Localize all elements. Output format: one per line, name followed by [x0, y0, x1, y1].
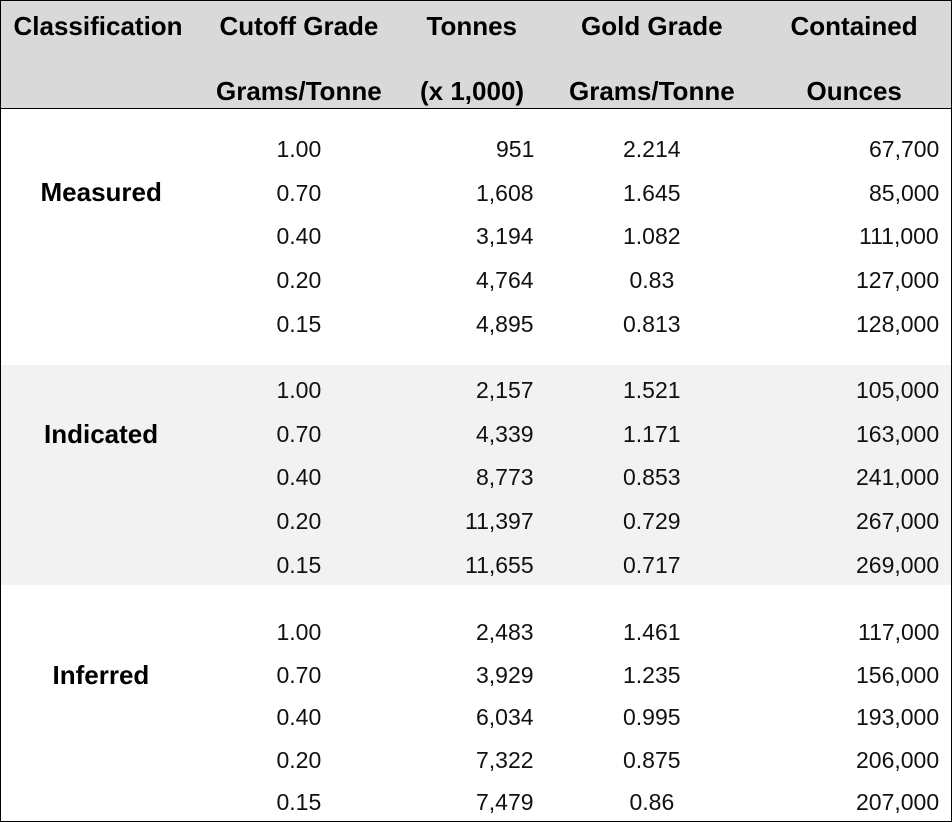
cutoff-grade: 0.70 [276, 420, 322, 447]
contained-ounces: 156,000 [856, 661, 940, 688]
gold-grade: 2.214 [623, 136, 681, 162]
gold-grade: 0.86 [629, 789, 675, 815]
contained-ounces: 241,000 [856, 464, 940, 491]
cutoff-grade: 0.40 [276, 704, 322, 730]
gold-grade: 0.729 [623, 508, 681, 535]
cutoff-grade: 0.70 [276, 661, 322, 688]
tonnes: 4,895 [476, 310, 534, 337]
group-band [1, 585, 951, 821]
header-label: Classification [13, 11, 183, 41]
header-subtitle: (x 1,000) [420, 76, 525, 106]
tonnes: 7,322 [476, 746, 534, 773]
gold-grade: 0.875 [623, 746, 681, 773]
contained-ounces: 128,000 [856, 310, 940, 337]
cutoff-grade: 1.00 [276, 377, 322, 403]
gold-grade: 1.461 [623, 619, 681, 645]
cutoff-grade: 0.20 [276, 508, 322, 535]
tonnes: 6,034 [476, 704, 534, 730]
cutoff-grade: 0.15 [276, 789, 322, 815]
gold-grade: 1.082 [623, 223, 681, 250]
header-label: Tonnes [426, 11, 518, 41]
gold-grade: 0.995 [623, 704, 681, 730]
tonnes: 1,608 [476, 179, 534, 206]
classification: Inferred [52, 660, 150, 690]
gold-grade: 0.853 [623, 464, 681, 491]
header-label: Contained [790, 11, 918, 41]
classification: Measured [40, 177, 162, 207]
gold-grade: 1.645 [623, 179, 681, 206]
header-label: Cutoff Grade [219, 11, 379, 41]
contained-ounces: 127,000 [856, 267, 940, 294]
cutoff-grade: 0.40 [276, 464, 322, 491]
cutoff-grade: 0.20 [276, 267, 322, 294]
contained-ounces: 267,000 [856, 508, 940, 535]
tonnes: 2,157 [476, 377, 534, 403]
cutoff-grade: 0.15 [276, 551, 322, 578]
contained-ounces: 269,000 [856, 551, 940, 578]
contained-ounces: 111,000 [859, 223, 939, 250]
contained-ounces: 163,000 [856, 420, 940, 447]
tonnes: 11,397 [465, 508, 534, 535]
group-band [1, 109, 951, 365]
classification: Indicated [44, 419, 159, 449]
contained-ounces: 206,000 [856, 746, 940, 773]
header-subtitle: Grams/Tonne [216, 76, 382, 106]
tonnes: 3,929 [476, 661, 534, 688]
contained-ounces: 85,000 [869, 179, 940, 206]
tonnes: 8,773 [476, 464, 534, 491]
header-subtitle: Ounces [806, 76, 902, 106]
gold-grade: 0.717 [623, 551, 681, 578]
gold-grade: 0.83 [629, 267, 675, 294]
tonnes: 951 [496, 136, 535, 162]
tonnes: 2,483 [476, 619, 534, 645]
gold-grade: 0.813 [623, 310, 681, 337]
contained-ounces: 105,000 [856, 377, 940, 403]
tonnes: 4,764 [476, 267, 534, 294]
contained-ounces: 67,700 [869, 136, 940, 162]
cutoff-grade: 0.20 [276, 746, 322, 773]
contained-ounces: 207,000 [856, 789, 940, 815]
gold-grade: 1.171 [623, 420, 681, 447]
header-subtitle: Grams/Tonne [569, 76, 735, 106]
gold-grade: 1.235 [623, 661, 681, 688]
gold-grade: 1.521 [623, 377, 681, 403]
cutoff-grade: 1.00 [276, 619, 322, 645]
cutoff-grade: 0.40 [276, 223, 322, 250]
contained-ounces: 117,000 [858, 619, 940, 645]
tonnes: 7,479 [476, 789, 534, 815]
cutoff-grade: 1.00 [276, 136, 322, 162]
tonnes: 4,339 [476, 420, 534, 447]
cutoff-grade: 0.15 [276, 310, 322, 337]
tonnes: 3,194 [476, 223, 534, 250]
contained-ounces: 193,000 [856, 704, 940, 730]
tonnes: 11,655 [465, 551, 534, 578]
group-band [1, 365, 951, 585]
cutoff-grade: 0.70 [276, 179, 322, 206]
header-label: Gold Grade [581, 11, 723, 41]
